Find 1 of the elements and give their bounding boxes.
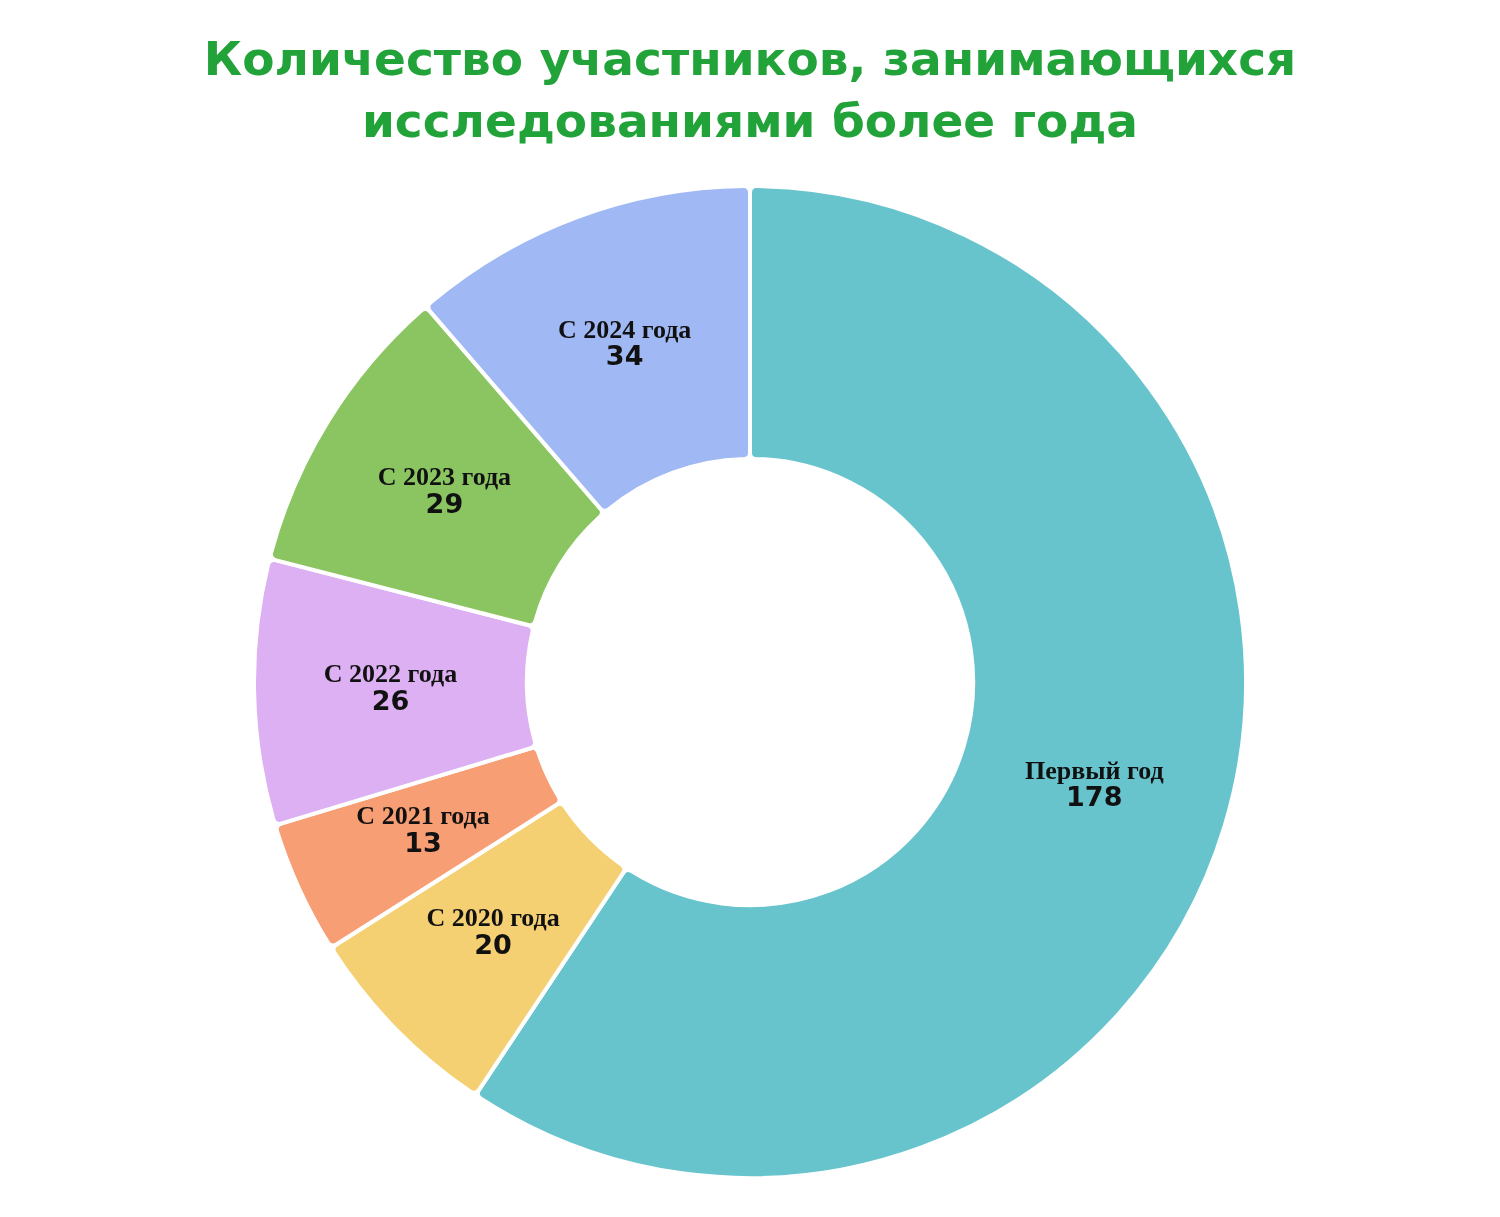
chart-title: Количество участников, занимающихся исследованиями более года [202, 30, 1298, 150]
